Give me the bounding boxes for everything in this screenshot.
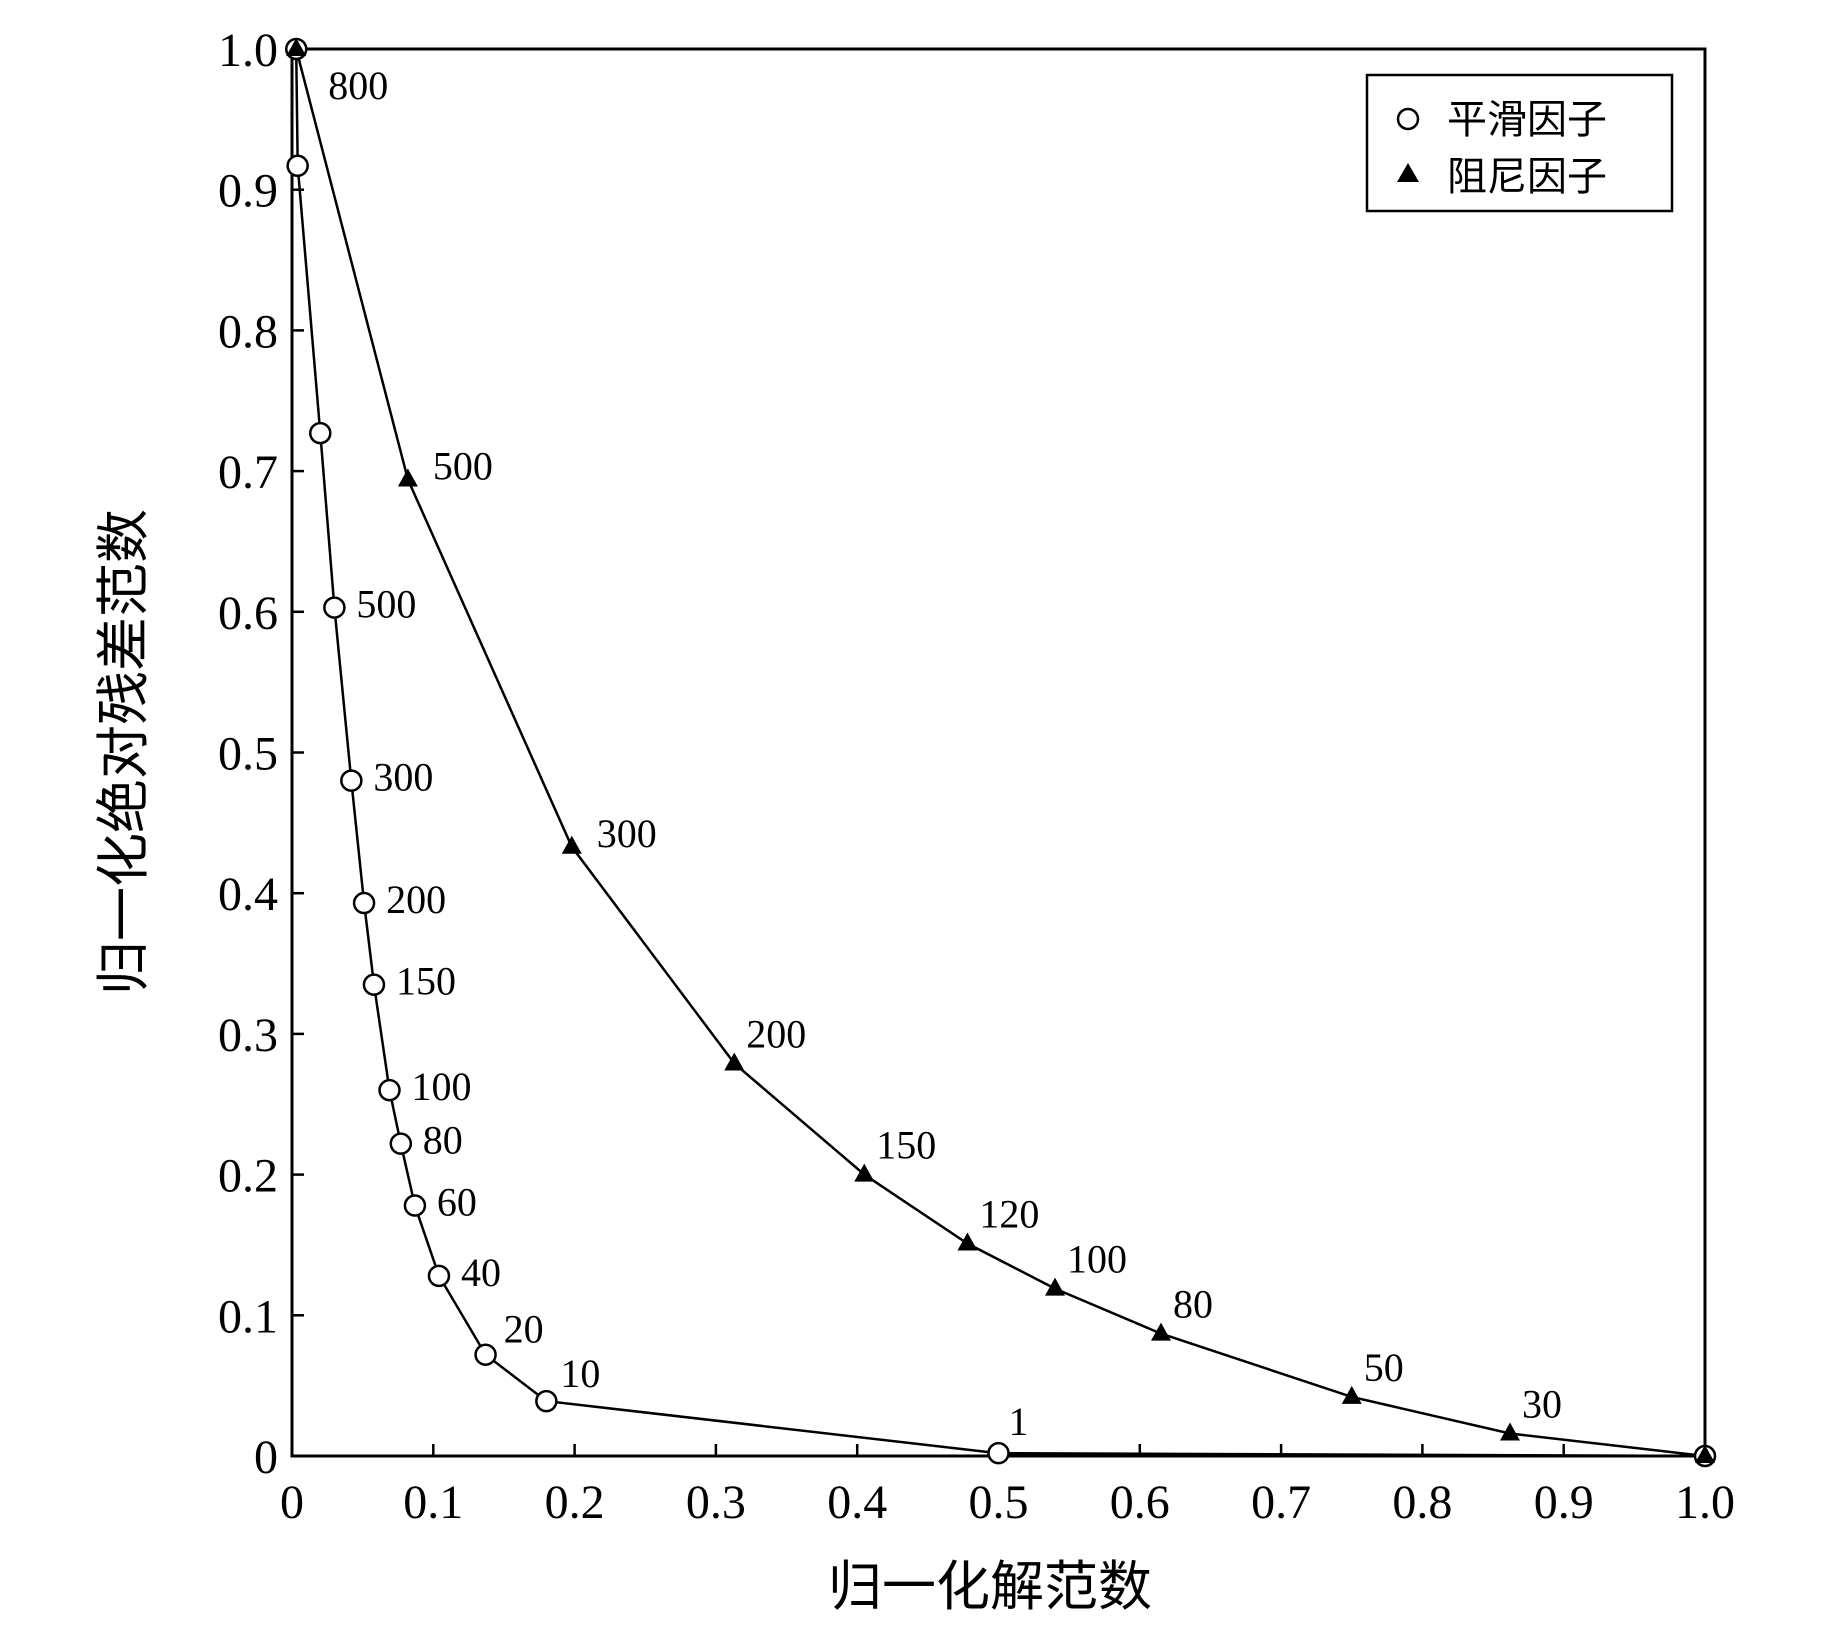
- smoothing-point: [427, 1264, 451, 1288]
- smoothing-point-label: 10: [560, 1351, 600, 1396]
- x-tick-label: 0.9: [1534, 1476, 1594, 1529]
- y-tick-label: 0.2: [218, 1150, 278, 1203]
- legend-label-damping: 阻尼因子: [1447, 154, 1607, 200]
- damping-point: [397, 468, 418, 487]
- x-tick-label: 1.0: [1675, 1476, 1735, 1529]
- damping-point: [561, 835, 582, 854]
- smoothing-point-label: 150: [396, 959, 456, 1004]
- damping-point-label: 80: [1173, 1282, 1213, 1327]
- damping-point-label: 120: [979, 1192, 1039, 1237]
- smoothing-point: [309, 421, 332, 445]
- smoothing-point-label: 800: [328, 63, 388, 108]
- y-tick-label: 0.7: [218, 446, 278, 499]
- smoothing-point-label: 40: [461, 1250, 501, 1295]
- damping-point: [957, 1232, 978, 1251]
- smoothing-point: [352, 891, 376, 915]
- legend-triangle-marker: [1397, 163, 1419, 182]
- damping-point: [854, 1163, 875, 1182]
- x-tick-label: 0: [280, 1476, 304, 1529]
- damping-point-label: 100: [1067, 1237, 1127, 1282]
- damping-point: [1150, 1322, 1171, 1341]
- damping-point-label: 50: [1364, 1345, 1404, 1390]
- smoothing-point: [378, 1078, 401, 1102]
- damping-point: [724, 1052, 745, 1071]
- y-tick-label: 0.1: [218, 1290, 278, 1343]
- legend-label-smoothing: 平滑因子: [1447, 97, 1607, 143]
- smoothing-point-label: 60: [437, 1180, 477, 1225]
- x-tick-labels: 0 0.1 0.2 0.3 0.4 0.5 0.6 0.7 0.8 0.9 1.0: [280, 1476, 1735, 1529]
- x-tick-label: 0.7: [1251, 1476, 1311, 1529]
- smoothing-point-label: 200: [386, 877, 446, 922]
- damping-point-label: 200: [746, 1011, 806, 1056]
- smoothing-point: [987, 1441, 1010, 1465]
- x-tick-label: 0.5: [969, 1476, 1029, 1529]
- y-tick-label: 0.4: [218, 868, 278, 921]
- series-line-0: [294, 48, 1706, 1458]
- y-tick-label: 0.9: [218, 165, 278, 218]
- x-tick-label: 0.6: [1110, 1476, 1170, 1529]
- y-tick-label: 0.5: [218, 728, 278, 781]
- smoothing-point: [403, 1194, 427, 1217]
- smoothing-point-label: 500: [356, 582, 416, 627]
- smoothing-point: [362, 973, 386, 996]
- damping-point: [1695, 1445, 1715, 1463]
- smoothing-point: [286, 154, 309, 178]
- damping-point: [1045, 1277, 1066, 1296]
- y-tick-label: 0.8: [218, 305, 278, 358]
- smoothing-point-label: 300: [373, 755, 433, 800]
- damping-point-label: 30: [1522, 1381, 1562, 1426]
- damping-point-label: 500: [433, 444, 493, 489]
- legend-box: [1365, 73, 1674, 213]
- x-tick-label: 0.3: [686, 1476, 746, 1529]
- series-markers: [284, 37, 1717, 1468]
- smoothing-point: [340, 769, 363, 792]
- x-axis-title: 归一化解范数: [828, 1555, 1152, 1618]
- y-tick-label: 0.6: [218, 587, 278, 640]
- y-tick-label: 1.0: [218, 24, 278, 77]
- y-tick-label: 0: [254, 1431, 278, 1484]
- damping-point: [1341, 1385, 1362, 1404]
- smoothing-point: [535, 1389, 558, 1413]
- smoothing-point-label: 20: [504, 1307, 544, 1352]
- damping-point: [286, 38, 307, 56]
- smoothing-point-label: 80: [423, 1118, 463, 1163]
- y-axis-title: 归一化绝对残差范数: [92, 509, 155, 995]
- series-line-1: [294, 48, 1706, 1458]
- damping-point-label: 300: [597, 811, 657, 856]
- smoothing-point-label: 100: [411, 1064, 471, 1109]
- damping-point-label: 150: [876, 1123, 936, 1168]
- axis-ticks: [290, 47, 1707, 1458]
- smoothing-point: [389, 1132, 413, 1155]
- x-tick-label: 0.1: [403, 1476, 463, 1529]
- y-tick-label: 0.3: [218, 1009, 278, 1062]
- legend: 平滑因子 阻尼因子: [1365, 73, 1674, 213]
- y-tick-labels: 0 0.1 0.2 0.3 0.4 0.5 0.6 0.7 0.8 0.9 1.0: [218, 24, 278, 1484]
- damping-point: [1500, 1422, 1521, 1441]
- smoothing-point-label: 1: [1009, 1399, 1029, 1444]
- plot-frame: [290, 47, 1707, 1458]
- smoothing-point: [474, 1343, 497, 1366]
- x-tick-label: 0.8: [1392, 1476, 1452, 1529]
- x-tick-label: 0.4: [827, 1476, 887, 1529]
- legend-circle-marker: [1396, 107, 1420, 131]
- smoothing-point: [323, 596, 346, 619]
- series-lines: [294, 48, 1706, 1458]
- x-tick-label: 0.2: [545, 1476, 605, 1529]
